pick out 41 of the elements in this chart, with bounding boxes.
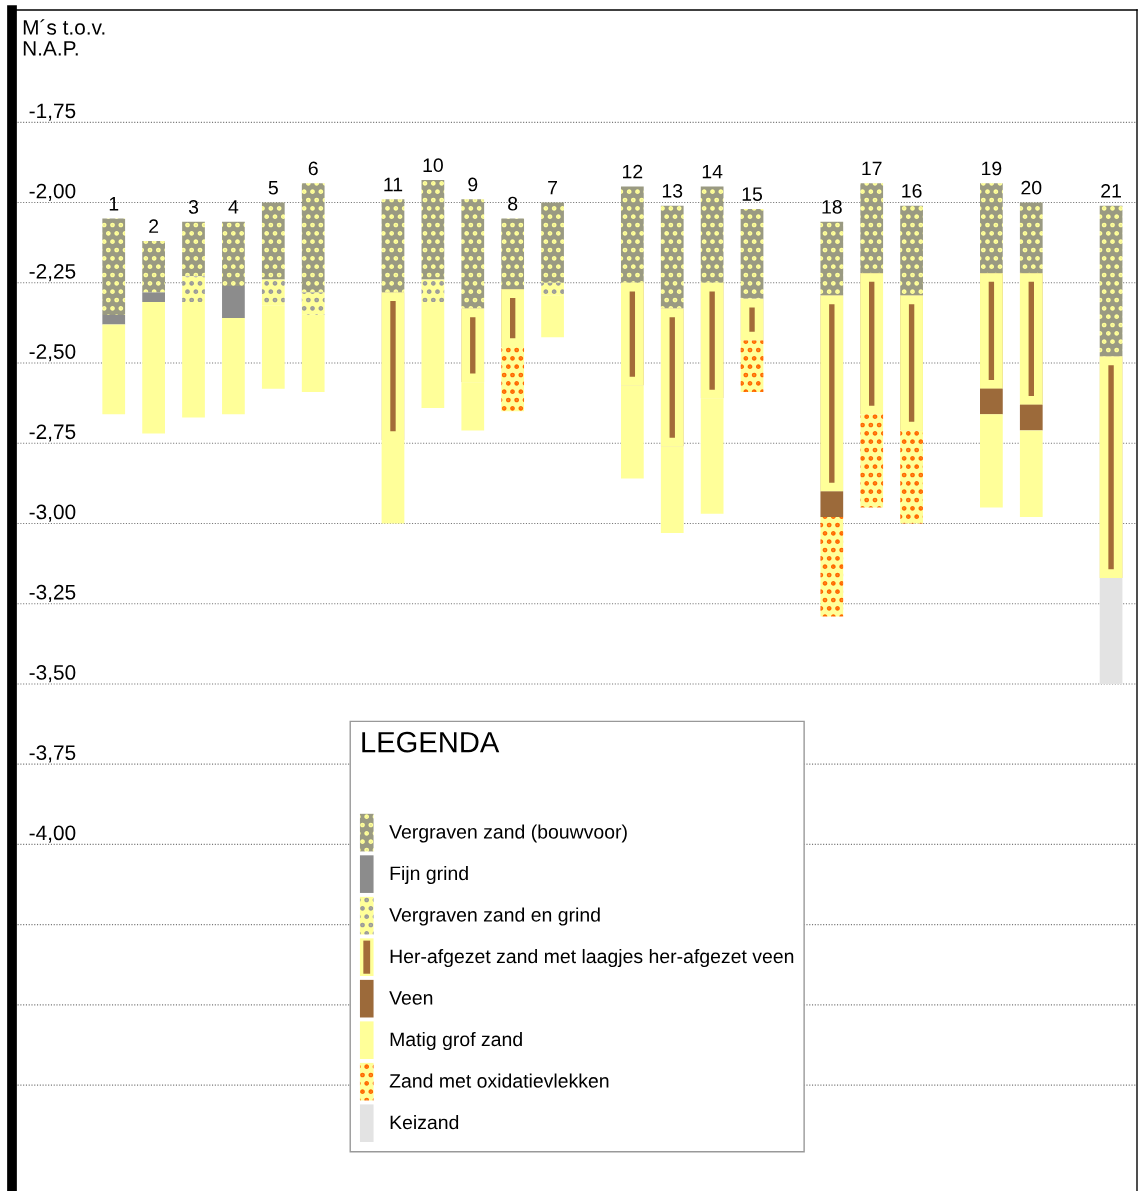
x-tick-label: 8 — [508, 196, 518, 211]
legend-label: Fijn grind — [390, 865, 468, 885]
x-tick-label: 9 — [468, 177, 478, 192]
x-tick-label: 17 — [862, 161, 882, 176]
x-tick-label: 13 — [662, 183, 683, 198]
x-tick-label: 18 — [822, 200, 842, 214]
x-tick-label: 2 — [149, 219, 159, 233]
x-tick-label: 14 — [702, 164, 723, 179]
x-tick-label: 19 — [982, 161, 1002, 176]
y-tick-label: -1,75 — [29, 103, 76, 121]
x-tick-label: 15 — [742, 187, 763, 201]
x-tick-label: 5 — [268, 180, 278, 195]
legend-label: Her-afgezet zand met laagjes her-afgezet veen — [390, 948, 794, 968]
x-tick-label: 3 — [188, 200, 199, 214]
legend-label: Keizand — [390, 1115, 459, 1130]
x-tick-label: 10 — [423, 158, 443, 173]
legend-label: Matig grof zand — [390, 1031, 522, 1051]
y-tick-label: -2,50 — [29, 344, 76, 362]
y-tick-label: -2,25 — [29, 263, 76, 282]
legend-label: Veen — [389, 991, 433, 1005]
legend-label: Vergraven zand en grind — [389, 907, 600, 926]
y-tick-label: -2,75 — [29, 424, 76, 442]
x-tick-label: 1 — [109, 197, 119, 211]
x-tick-label: 11 — [384, 177, 403, 192]
x-tick-label: 6 — [308, 161, 318, 176]
legend-label: Vergraven zand (bouwvoor) — [389, 824, 627, 843]
x-tick-label: 12 — [623, 164, 643, 179]
y-tick-label: -2,00 — [29, 183, 76, 201]
x-tick-label: 20 — [1021, 180, 1042, 195]
x-tick-label: 7 — [548, 180, 557, 195]
y-tick-label: -4,00 — [29, 825, 76, 843]
y-tick-label: -3,50 — [29, 665, 76, 683]
x-tick-label: 21 — [1101, 183, 1121, 198]
y-tick-label: -3,00 — [29, 504, 76, 522]
y-tick-label: -3,75 — [29, 745, 76, 763]
y-tick-label: -3,25 — [29, 584, 76, 603]
legend-title: LEGENDA — [362, 731, 500, 753]
legend-label: Zand met oxidatievlekken — [389, 1073, 609, 1088]
x-tick-label: 4 — [228, 200, 239, 214]
x-tick-label: 16 — [902, 183, 922, 198]
y-axis-title: M´s t.o.v. N.A.P. — [23, 19, 105, 56]
